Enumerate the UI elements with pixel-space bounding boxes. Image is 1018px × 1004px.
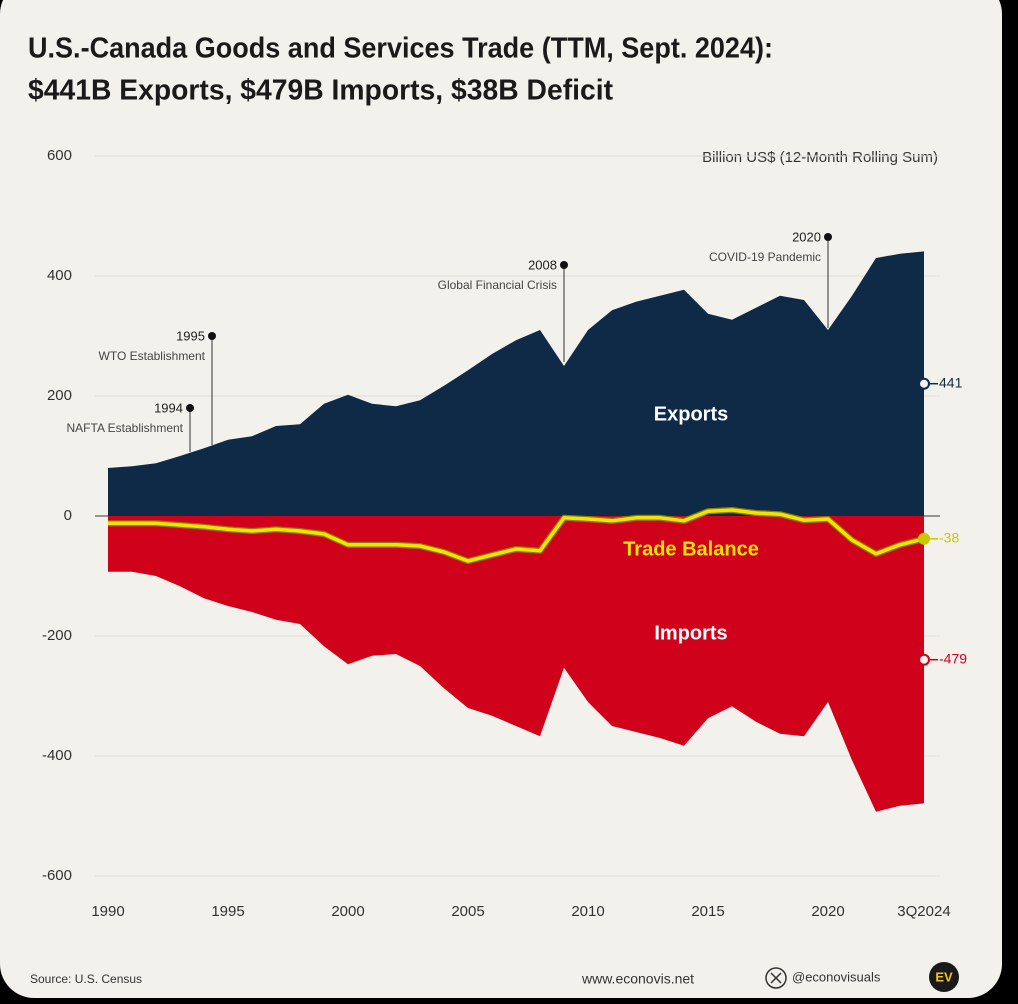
- annotation-dot: [824, 233, 832, 241]
- y-tick-label: -600: [42, 867, 72, 884]
- y-tick-label: 600: [47, 147, 72, 164]
- annotation-year: 1994: [154, 400, 183, 415]
- area: [108, 516, 924, 812]
- x-icon-glyph: [770, 972, 782, 984]
- x-tick-label: 2005: [451, 903, 484, 920]
- line: [108, 508, 925, 563]
- logo: EV: [935, 969, 953, 984]
- annotation-dot: [560, 261, 568, 269]
- annotation-year: 2008: [528, 257, 557, 272]
- end-marker: [918, 653, 930, 666]
- x-tick-label: 2000: [331, 903, 364, 920]
- y-tick-label: 400: [47, 267, 72, 284]
- y-tick-label: 0: [64, 507, 72, 524]
- y-tick-label: 200: [47, 387, 72, 404]
- end-label: -479: [939, 650, 967, 666]
- end-marker: [918, 377, 930, 390]
- x-tick-label: 2010: [571, 903, 604, 920]
- source: Source: U.S. Census: [30, 972, 142, 986]
- x-tick-label: 3Q2024: [897, 903, 950, 920]
- area: [108, 251, 924, 516]
- annotation-text: Global Financial Crisis: [438, 278, 557, 292]
- x-tick-label: 2020: [811, 903, 844, 920]
- chart-title: U.S.-Canada Goods and Services Trade (TT…: [28, 33, 773, 65]
- logo-badge: [929, 962, 959, 992]
- annotation-dot: [186, 404, 194, 412]
- annotation-year: 1995: [176, 328, 205, 343]
- unit-label: Billion US$ (12-Month Rolling Sum): [702, 149, 938, 166]
- chart-subtitle: $441B Exports, $479B Imports, $38B Defic…: [28, 75, 613, 107]
- end-label: 441: [939, 374, 963, 390]
- series-label: Imports: [654, 622, 727, 644]
- annotation-text: WTO Establishment: [99, 349, 206, 363]
- annotation-dot: [208, 332, 216, 340]
- x-tick-label: 1995: [211, 903, 244, 920]
- annotation-year: 2020: [792, 229, 821, 244]
- website: www.econovis.net: [581, 971, 694, 987]
- annotation-text: COVID-19 Pandemic: [709, 250, 821, 264]
- handle: @econovisuals: [792, 969, 881, 984]
- y-tick-label: -200: [42, 627, 72, 644]
- x-icon: [765, 967, 787, 989]
- end-label: -38: [939, 530, 959, 546]
- x-tick-label: 1990: [91, 903, 124, 920]
- series-label: Trade Balance: [623, 538, 759, 560]
- x-tick-label: 2015: [691, 903, 724, 920]
- end-marker: [918, 532, 930, 545]
- series-label: Exports: [654, 403, 728, 425]
- y-tick-label: -400: [42, 747, 72, 764]
- annotation-text: NAFTA Establishment: [67, 421, 184, 435]
